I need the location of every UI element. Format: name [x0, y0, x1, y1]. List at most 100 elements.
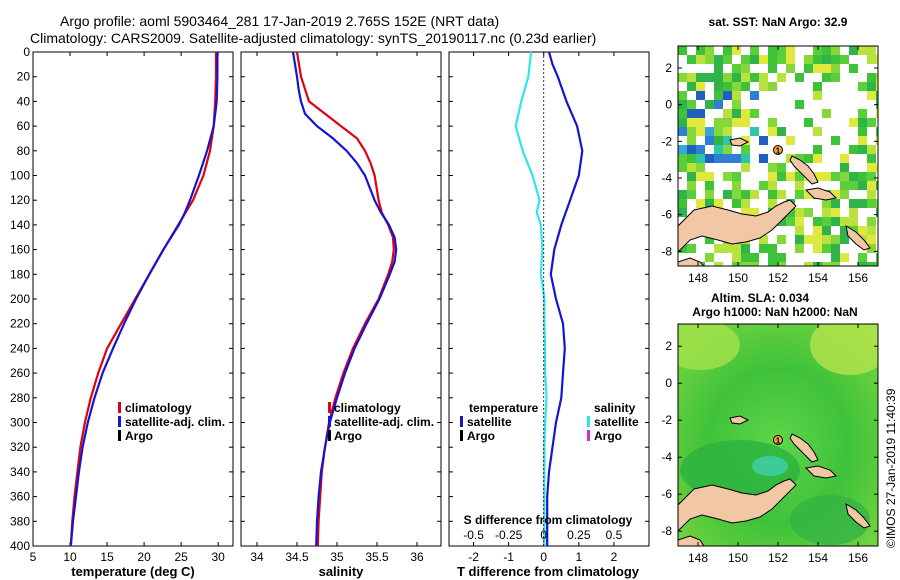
sst-cell [750, 55, 759, 64]
sst-cell [840, 154, 849, 163]
sst-cell [768, 181, 777, 190]
sst-cell [867, 226, 876, 235]
sst-cell [822, 208, 831, 217]
temperature-legend: climatology satellite-adj. clim. Argo [118, 401, 225, 443]
x-tick-label: -1 [503, 550, 514, 564]
sst-cell [714, 91, 723, 100]
sla-new-guinea-landmass [678, 478, 797, 532]
sst-cell [723, 118, 732, 127]
sst-cell [795, 100, 804, 109]
map-y-tick-label: 0 [665, 98, 672, 112]
sst-cell [795, 217, 804, 226]
map-x-tick-label: 150 [728, 551, 748, 565]
legend-climatology-label: climatology [334, 401, 401, 415]
sst-cell [840, 163, 849, 172]
sst-cell [795, 244, 804, 253]
sst-cell [678, 91, 687, 100]
sst-cell [687, 163, 696, 172]
salinity-panel: 34 34.5 35 35.5 36 salinity climatology sate… [240, 51, 442, 579]
sst-cell [795, 190, 804, 199]
sst-cell [705, 46, 714, 55]
sst-cell [786, 217, 795, 226]
salinity-satellite-line [514, 51, 548, 546]
s-tick-label: 0.25 [567, 528, 591, 542]
legend-satellite-swatch [118, 416, 121, 427]
x-tick-label: 25 [174, 550, 188, 564]
sla-light-patch-ne [810, 324, 878, 375]
sst-cell [840, 253, 849, 262]
sst-cell [786, 136, 795, 145]
x-tick-label: 1 [575, 550, 582, 564]
sst-cell [750, 109, 759, 118]
sst-cell [759, 82, 768, 91]
sst-cell [813, 82, 822, 91]
sst-cell [822, 64, 831, 73]
sst-cell [687, 73, 696, 82]
sst-cell [777, 262, 786, 266]
sst-cell [741, 55, 750, 64]
sst-cell [813, 127, 822, 136]
sst-cell [831, 253, 840, 262]
sst-cell [777, 127, 786, 136]
sst-cell [741, 190, 750, 199]
sst-cell [687, 82, 696, 91]
sla-light-patch-nw [678, 324, 740, 370]
difference-s-axis: -0.5 -0.25 0 0.25 0.5 [463, 528, 622, 542]
figure-title-line2: Climatology: CARS2009. Satellite-adjuste… [30, 30, 596, 46]
y-tick-label: 380 [10, 514, 30, 528]
sst-cell [831, 136, 840, 145]
sst-cell [804, 190, 813, 199]
sst-cell [705, 181, 714, 190]
new-guinea-landmass [678, 199, 797, 253]
sst-cell [768, 244, 777, 253]
temperature-panel: 0 20 40 60 80 100 120 140 160 180 200 220 240 260 280 3… [10, 45, 234, 579]
y-tick-label: 340 [10, 465, 30, 479]
sst-cell [867, 145, 876, 154]
sst-map-x-axis: 148 150 152 154 156 [688, 46, 868, 285]
sst-cell [687, 55, 696, 64]
difference-plot-frame [448, 51, 650, 547]
sst-cell [714, 118, 723, 127]
sst-cell [723, 127, 732, 136]
sst-cell [696, 154, 705, 163]
sst-cell [876, 109, 878, 118]
sst-cell [687, 100, 696, 109]
y-tick-label: 240 [10, 341, 30, 355]
sst-cell [867, 199, 876, 208]
sst-cell [759, 244, 768, 253]
sst-cell [813, 55, 822, 64]
sst-cell [813, 217, 822, 226]
sla-new-britain-island [789, 433, 819, 463]
y-tick-label: 120 [10, 193, 30, 207]
sst-cell [714, 199, 723, 208]
x-tick-label: 34 [250, 550, 264, 564]
sla-bougainville-island [845, 502, 871, 529]
sst-cell [876, 253, 878, 262]
sst-cell [858, 181, 867, 190]
sst-cell [705, 253, 714, 262]
sst-cell [678, 163, 687, 172]
map-y-tick-label: 0 [665, 376, 672, 390]
sst-cell [705, 136, 714, 145]
sst-cell [741, 109, 750, 118]
sst-cell [867, 172, 876, 181]
sst-cell [813, 64, 822, 73]
sst-cell [705, 55, 714, 64]
sst-cell [714, 73, 723, 82]
map-y-tick-label: -4 [661, 171, 672, 185]
x-tick-label: 15 [100, 550, 114, 564]
temperature-series [69, 52, 219, 547]
sst-cell [858, 226, 867, 235]
map-x-tick-label: 156 [848, 271, 868, 285]
x-tick-label: -2 [468, 550, 479, 564]
sst-cell [822, 226, 831, 235]
sst-cell [777, 73, 786, 82]
map-y-tick-label: 2 [665, 61, 672, 75]
sst-cell [813, 145, 822, 154]
legend-s-argo-label: Argo [594, 429, 622, 443]
sst-cell [822, 244, 831, 253]
sst-cell [696, 127, 705, 136]
y-tick-label: 80 [17, 144, 31, 158]
sst-cell [849, 145, 858, 154]
